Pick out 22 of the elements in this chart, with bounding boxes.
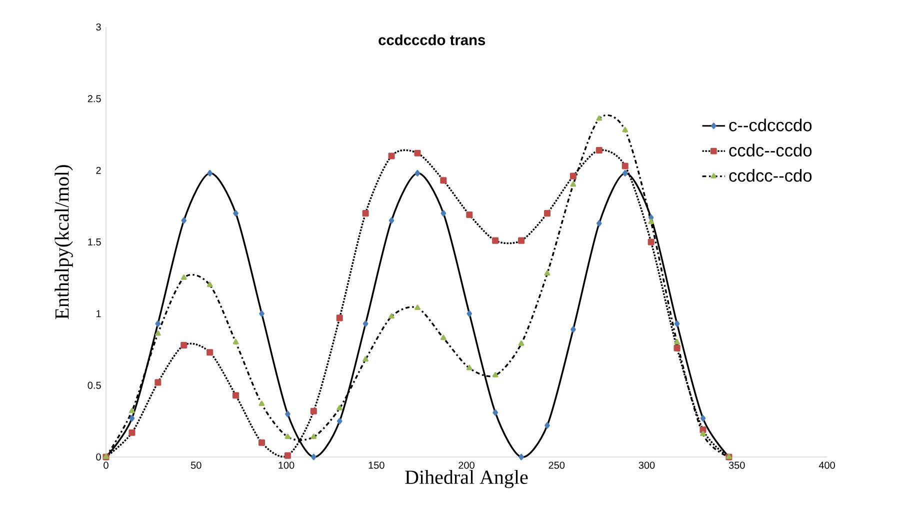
x-tick-label: 100: [278, 462, 294, 469]
y-tick-label: 1: [96, 310, 101, 318]
x-tick-label: 400: [818, 462, 835, 469]
x-tick-label: 250: [548, 462, 565, 469]
y-tick-label: 1.5: [88, 238, 101, 246]
y-tick-label: 3: [96, 23, 101, 31]
x-tick-label: 50: [190, 462, 202, 469]
y-tick-label: 0: [96, 453, 101, 461]
chart-title: ccdcccdo trans: [378, 34, 486, 46]
y-axis-title: Enthalpy(kcal/mol): [54, 165, 73, 320]
legend-label: c--cdcccdo: [729, 118, 812, 132]
x-tick-label: 300: [638, 462, 655, 469]
legend-label: ccdc--ccdo: [729, 144, 812, 157]
x-tick-label: 200: [458, 462, 474, 469]
x-tick-label: 0: [104, 462, 108, 469]
legend-label: ccdcc--cdo: [729, 169, 812, 182]
x-tick-label: 150: [368, 462, 384, 469]
y-tick-label: 2: [96, 166, 101, 174]
y-tick-label: 0.5: [88, 382, 101, 389]
x-axis-title: Dihedral Angle: [405, 470, 528, 488]
x-tick-label: 350: [728, 462, 745, 469]
y-tick-label: 2.5: [88, 95, 101, 102]
